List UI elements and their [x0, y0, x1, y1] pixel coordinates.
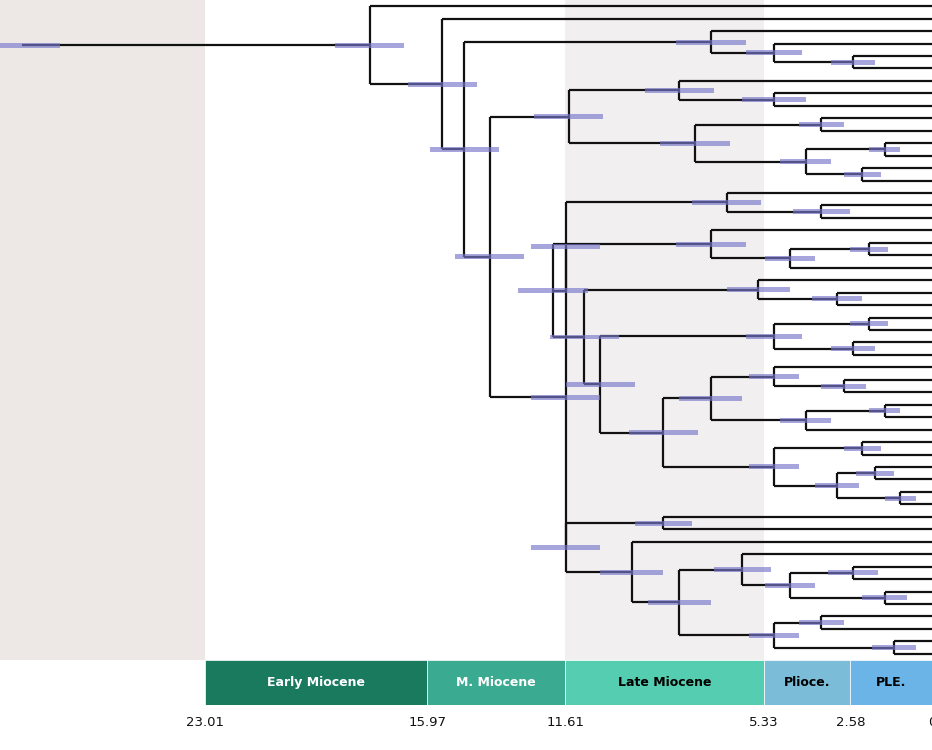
Text: PLE.: PLE. — [876, 676, 907, 689]
Bar — [793, 209, 850, 214]
Bar — [763, 660, 851, 705]
Bar — [679, 396, 743, 401]
Bar — [676, 242, 746, 247]
Bar — [780, 418, 831, 423]
Bar — [518, 288, 588, 293]
Text: 15.97: 15.97 — [408, 716, 446, 729]
Bar — [645, 88, 714, 93]
Bar — [566, 382, 635, 387]
Bar — [800, 620, 843, 626]
Bar — [748, 464, 800, 470]
Bar — [455, 254, 525, 260]
Bar — [851, 660, 932, 705]
Text: M. Miocene: M. Miocene — [457, 676, 536, 689]
Text: Plioce.: Plioce. — [784, 676, 830, 689]
Bar — [600, 569, 664, 574]
Bar — [407, 82, 477, 86]
Bar — [780, 160, 831, 164]
Bar — [648, 600, 711, 605]
Bar — [816, 483, 859, 488]
Bar — [428, 660, 565, 705]
Text: Late Miocene: Late Miocene — [618, 676, 711, 689]
Text: 5.33: 5.33 — [748, 716, 778, 729]
Bar — [565, 660, 763, 705]
Bar — [530, 244, 600, 249]
Bar — [843, 446, 882, 451]
Bar — [872, 645, 916, 650]
Bar — [335, 43, 404, 48]
Text: Early Miocene: Early Miocene — [267, 676, 365, 689]
Bar — [660, 141, 730, 146]
Text: 11.61: 11.61 — [546, 716, 584, 729]
Bar — [743, 98, 805, 102]
Bar — [857, 471, 894, 476]
Bar — [676, 40, 746, 44]
Bar — [430, 147, 500, 152]
Text: 2.58: 2.58 — [836, 716, 865, 729]
Bar — [692, 200, 761, 205]
Bar — [550, 334, 619, 340]
Bar — [746, 50, 802, 55]
Bar — [727, 287, 789, 292]
Bar — [850, 321, 888, 326]
Text: 0: 0 — [928, 716, 932, 729]
Bar — [843, 172, 882, 177]
Bar — [812, 296, 862, 302]
Bar — [764, 583, 816, 588]
Bar — [831, 60, 875, 64]
Bar — [534, 114, 603, 119]
Bar — [635, 520, 692, 526]
Bar — [714, 567, 771, 572]
Bar — [884, 496, 916, 500]
Bar — [828, 570, 878, 575]
Bar — [530, 394, 600, 400]
Bar — [530, 545, 600, 550]
Text: 23.01: 23.01 — [186, 716, 224, 729]
Bar — [764, 256, 816, 261]
Bar — [748, 632, 800, 638]
Bar — [746, 334, 802, 339]
Bar — [205, 660, 428, 705]
Bar — [629, 430, 698, 435]
Bar — [869, 409, 900, 413]
Bar — [850, 247, 888, 251]
Bar — [0, 43, 60, 48]
Bar — [800, 122, 843, 127]
Bar — [862, 596, 907, 600]
Bar — [821, 383, 866, 388]
Bar — [831, 346, 875, 351]
Bar — [748, 374, 800, 380]
FancyBboxPatch shape — [0, 0, 205, 660]
Bar — [869, 147, 900, 152]
FancyBboxPatch shape — [565, 0, 763, 660]
